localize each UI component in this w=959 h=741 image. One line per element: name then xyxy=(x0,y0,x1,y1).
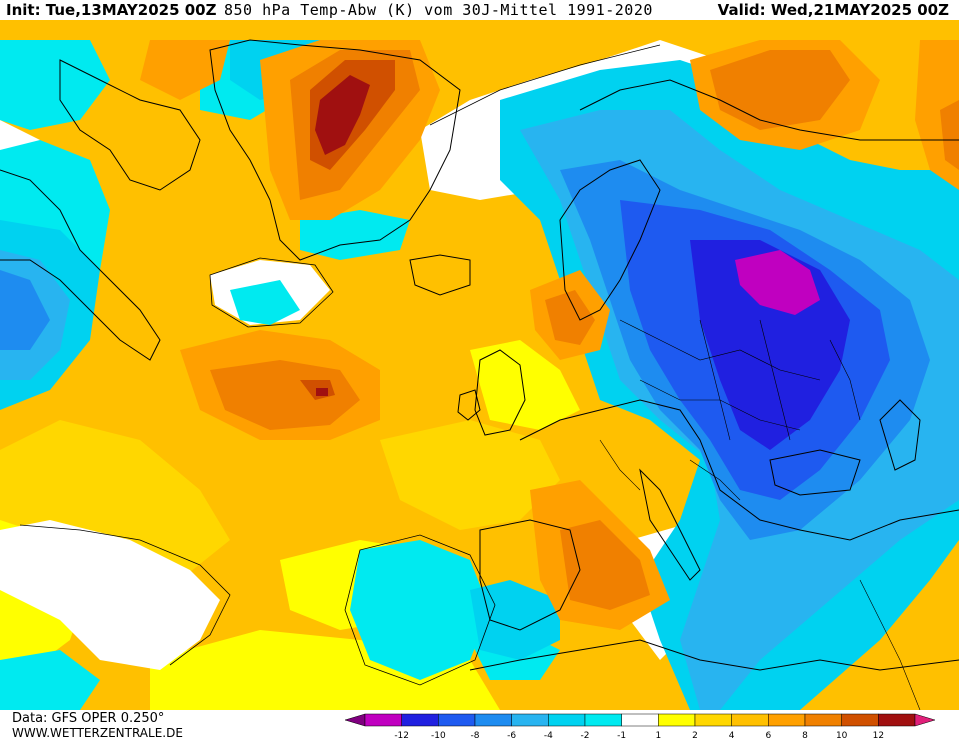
field-neutral xyxy=(0,520,220,670)
legend-tick-label: 8 xyxy=(802,731,808,740)
field-warm-strong xyxy=(140,40,230,100)
contour-line xyxy=(209,257,334,328)
legend-swatch xyxy=(401,713,439,727)
map-title: 850 hPa Temp-Abw (K) vom 30J-Mittel 1991… xyxy=(224,1,653,19)
caspian-sea-coast xyxy=(879,399,921,471)
legend-arrow-low xyxy=(344,713,366,727)
field-warm-strong xyxy=(210,360,360,430)
legend-tick-label: 2 xyxy=(692,731,698,740)
contour-line xyxy=(344,534,496,686)
legend-tick-label: -6 xyxy=(507,731,516,740)
legend-tick-label: 6 xyxy=(765,731,771,740)
legend-tick-label: 1 xyxy=(655,731,661,740)
legend-tick-label: -8 xyxy=(471,731,480,740)
legend-tick-label: -4 xyxy=(544,731,553,740)
canada-coast xyxy=(0,169,161,361)
contour-line xyxy=(429,44,661,126)
legend-swatch xyxy=(364,713,402,727)
field-cold-core xyxy=(0,270,50,350)
field-warm-strong xyxy=(710,50,850,130)
border-line xyxy=(689,459,741,501)
border-line xyxy=(759,319,791,441)
legend-tick-label: 10 xyxy=(836,731,848,740)
italy-coast xyxy=(639,468,701,581)
legend-swatch xyxy=(658,713,696,727)
legend-swatch xyxy=(584,713,622,727)
border-line xyxy=(619,319,821,381)
europe-coast xyxy=(519,399,959,541)
data-source-label: Data: GFS OPER 0.250° xyxy=(12,711,165,726)
country-borders xyxy=(599,319,921,710)
greenland-coast xyxy=(209,39,461,261)
canada-north-coast xyxy=(59,59,201,191)
legend-tick-label: 4 xyxy=(729,731,735,740)
legend-swatch xyxy=(621,713,659,727)
legend-tick-label: 12 xyxy=(873,731,884,740)
border-line xyxy=(599,439,641,491)
legend-arrow-high xyxy=(914,713,936,727)
website-label: WWW.WETTERZENTRALE.DE xyxy=(12,726,183,740)
zero-contours xyxy=(19,44,661,686)
legend-tick-label: -12 xyxy=(394,731,409,740)
map-canvas xyxy=(0,39,959,710)
legend-swatch xyxy=(731,713,769,727)
legend-swatch xyxy=(548,713,586,727)
field-warm-strong xyxy=(315,75,370,155)
legend-swatch xyxy=(878,713,916,727)
legend-swatch xyxy=(438,713,476,727)
africa-coast xyxy=(469,639,959,671)
field-cool-light xyxy=(0,650,100,710)
field-cool-light xyxy=(230,280,300,325)
legend-tick-label: -2 xyxy=(581,731,590,740)
field-warm-strong xyxy=(560,520,650,610)
scandinavia-coast xyxy=(559,159,661,321)
color-legend: -12 -10 -8 -6 -4 -2 -1 1 2 4 6 8 10 12 xyxy=(335,712,955,740)
init-time-label: Init: Tue,13MAY2025 00Z xyxy=(6,1,217,19)
field-cool-light xyxy=(350,540,490,680)
temperature-anomaly-map xyxy=(0,20,959,710)
legend-tick-label: -1 xyxy=(617,731,626,740)
ireland-coast xyxy=(457,389,481,421)
field-cool-light xyxy=(300,210,410,260)
legend-swatch xyxy=(694,713,732,727)
legend-colorbar: -12 -10 -8 -6 -4 -2 -1 1 2 4 6 8 10 12 xyxy=(344,713,936,740)
coastlines xyxy=(0,39,959,671)
iceland-coast xyxy=(409,254,471,296)
anomaly-field xyxy=(0,40,959,710)
border-line xyxy=(829,339,861,421)
legend-swatch xyxy=(474,713,512,727)
field-warm-strong xyxy=(940,100,959,170)
field-cold-extreme xyxy=(735,250,820,315)
british-isles-coast xyxy=(474,349,526,436)
legend-tick-label: -10 xyxy=(431,731,446,740)
field-cool-light xyxy=(0,40,110,130)
field-warm-light xyxy=(470,340,580,430)
map-header: Init: Tue,13MAY2025 00Z 850 hPa Temp-Abw… xyxy=(0,0,959,20)
iberia-coast xyxy=(479,519,581,631)
legend-swatch xyxy=(511,713,549,727)
legend-swatch xyxy=(804,713,842,727)
field-warm-strong xyxy=(316,388,328,396)
field-warm-light xyxy=(380,420,560,530)
legend-swatch xyxy=(841,713,879,727)
legend-swatch xyxy=(768,713,806,727)
border-line xyxy=(859,579,921,710)
russia-arctic-coast xyxy=(579,79,959,141)
border-line xyxy=(699,319,731,441)
valid-time-label: Valid: Wed,21MAY2025 00Z xyxy=(717,1,949,19)
black-sea-coast xyxy=(769,449,861,496)
contour-line xyxy=(19,524,231,666)
field-warm-strong xyxy=(545,290,595,345)
